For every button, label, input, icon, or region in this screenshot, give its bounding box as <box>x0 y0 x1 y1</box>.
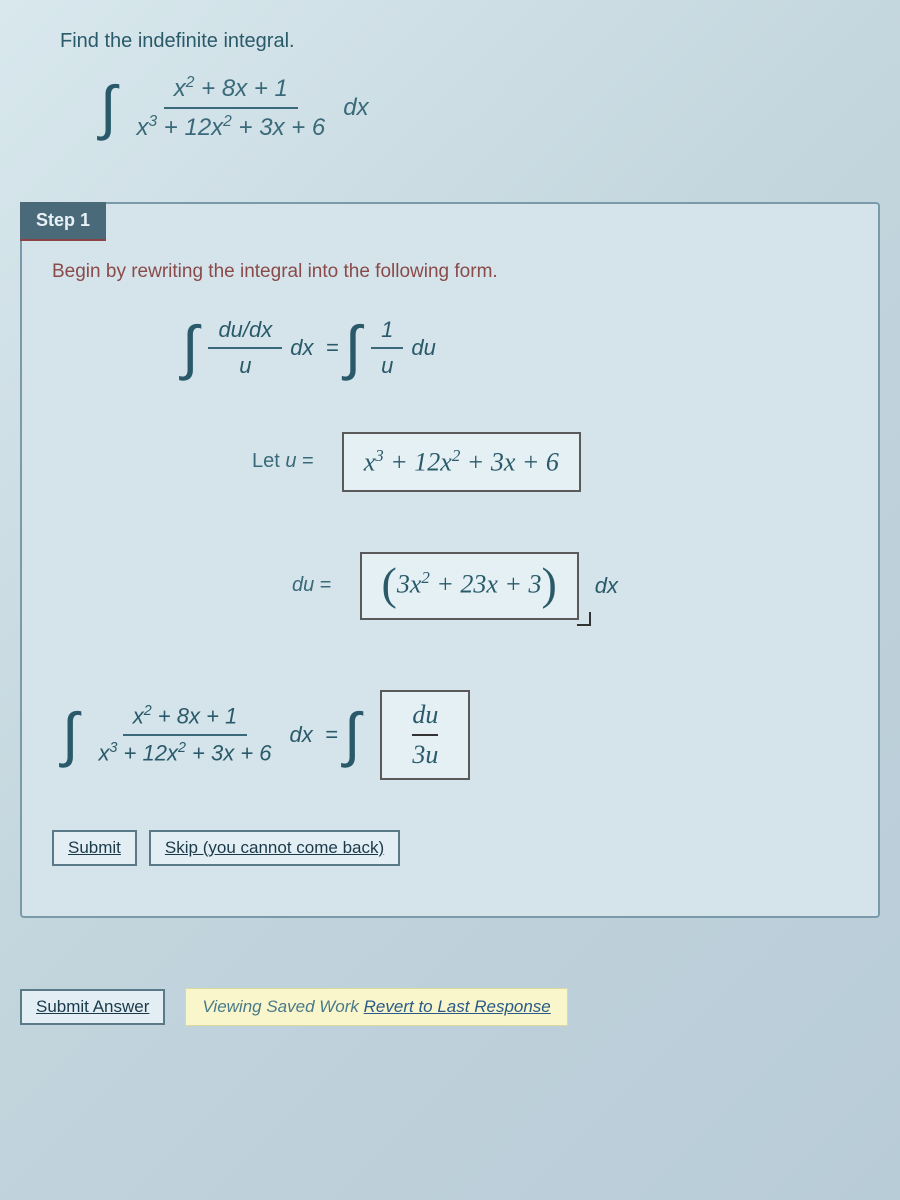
step-header: Step 1 <box>20 202 106 241</box>
step-button-row: Submit Skip (you cannot come back) <box>52 830 848 866</box>
integral-sign-icon: ∫ <box>62 700 78 769</box>
integrand-fraction: x2 + 8x + 1 x3 + 12x2 + 3x + 6 <box>126 74 335 142</box>
result-lhs-den: x3 + 12x2 + 3x + 6 <box>88 736 281 766</box>
question-text: Find the indefinite integral. <box>60 30 880 53</box>
rewrite-lhs-den: u <box>229 349 261 379</box>
differential-dx: dx <box>343 94 368 122</box>
saved-work-banner: Viewing Saved Work Revert to Last Respon… <box>185 988 567 1026</box>
let-u-row: Let u = x3 + 12x2 + 3x + 6 <box>252 432 848 492</box>
u-answer-input[interactable]: x3 + 12x2 + 3x + 6 <box>342 432 581 492</box>
du-label: du = <box>292 574 332 597</box>
integrand-numerator: x2 + 8x + 1 <box>164 74 298 109</box>
result-rhs-den: 3u <box>412 734 438 770</box>
step-intro-text: Begin by rewriting the integral into the… <box>52 261 848 283</box>
result-lhs-num: x2 + 8x + 1 <box>123 703 248 735</box>
result-answer-input[interactable]: du 3u <box>380 690 470 780</box>
rewrite-rhs-den: u <box>371 349 403 379</box>
result-rhs-num: du <box>412 700 438 734</box>
differential-dx: dx = <box>290 335 344 361</box>
skip-button[interactable]: Skip (you cannot come back) <box>149 830 400 866</box>
integral-sign-icon: ∫ <box>345 313 361 382</box>
rewrite-lhs-num: du/dx <box>208 317 282 349</box>
rewrite-rhs-num: 1 <box>371 317 403 349</box>
differential-dx: dx <box>595 573 618 599</box>
bottom-row: Submit Answer Viewing Saved Work Revert … <box>20 988 880 1026</box>
integral-sign-icon: ∫ <box>344 700 360 769</box>
saved-work-prefix: Viewing Saved Work <box>202 997 363 1016</box>
differential-du: du <box>411 335 435 361</box>
let-label: Let u = <box>252 450 314 473</box>
du-answer-input[interactable]: ( 3x2 + 23x + 3 ) <box>360 552 579 620</box>
submit-button[interactable]: Submit <box>52 830 137 866</box>
revert-link[interactable]: Revert to Last Response <box>364 997 551 1016</box>
rewrite-equation: ∫ du/dx u dx = ∫ 1 u du <box>182 313 848 382</box>
question-integral: ∫ x2 + 8x + 1 x3 + 12x2 + 3x + 6 dx <box>100 73 880 142</box>
result-row: ∫ x2 + 8x + 1 x3 + 12x2 + 3x + 6 dx = ∫ … <box>62 690 848 780</box>
integrand-denominator: x3 + 12x2 + 3x + 6 <box>126 109 335 142</box>
du-row: du = ( 3x2 + 23x + 3 ) dx <box>292 552 848 620</box>
integral-sign-icon: ∫ <box>100 73 116 142</box>
step-1-box: Step 1 Begin by rewriting the integral i… <box>20 202 880 918</box>
integral-sign-icon: ∫ <box>182 313 198 382</box>
step-content: Begin by rewriting the integral into the… <box>22 241 878 886</box>
submit-answer-button[interactable]: Submit Answer <box>20 989 165 1025</box>
